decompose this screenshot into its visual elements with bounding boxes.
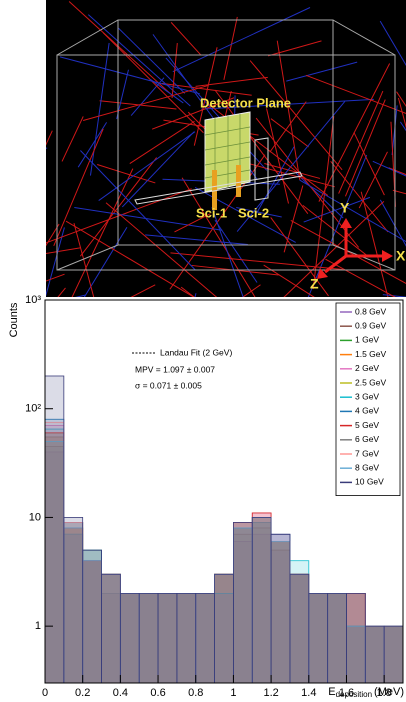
annotation: σ = 0.071 ± 0.005 — [135, 380, 202, 390]
legend-label: 1 GeV — [355, 335, 379, 345]
bar — [233, 522, 252, 683]
legend-label: 6 GeV — [355, 434, 379, 444]
bar — [45, 376, 64, 683]
x-tick-label: 0.6 — [150, 687, 165, 699]
legend-label: 0.9 GeV — [355, 320, 387, 330]
bar — [365, 626, 384, 683]
legend-label: 10 GeV — [355, 477, 384, 487]
bar — [102, 574, 121, 683]
legend-label: 5 GeV — [355, 420, 379, 430]
track — [0, 148, 47, 183]
x-tick-label: 0.8 — [188, 687, 203, 699]
legend-label: 0.8 GeV — [355, 306, 387, 316]
bar — [346, 593, 365, 683]
bar — [139, 593, 158, 683]
legend-label: 4 GeV — [355, 406, 379, 416]
bar — [196, 593, 215, 683]
x-label-main: E — [328, 686, 335, 698]
bar — [384, 626, 403, 683]
bar — [158, 593, 177, 683]
y-tick-label: 10² — [25, 403, 41, 415]
detector-label: Detector Plane — [200, 95, 291, 110]
x-tick-label: 1.2 — [263, 687, 278, 699]
x-label-unit: (MeV) — [374, 686, 404, 698]
bar — [252, 517, 271, 683]
x-tick-label: 0 — [42, 687, 48, 699]
bar — [177, 593, 196, 683]
track — [9, 131, 52, 225]
bar — [271, 534, 290, 683]
bar — [120, 593, 139, 683]
bar — [64, 517, 83, 683]
axis-x-label: X — [396, 248, 406, 264]
legend-label: 7 GeV — [355, 448, 379, 458]
bar — [309, 593, 328, 683]
y-tick-label: 10 — [29, 511, 41, 523]
track — [20, 227, 64, 389]
legend-label: 1.5 GeV — [355, 349, 387, 359]
y-axis-label: Counts — [8, 302, 20, 337]
y-tick-label: 1 — [35, 620, 41, 632]
x-tick-label: 1.4 — [301, 687, 316, 699]
page: Detector Plane Sci-1 Sci-2 Y X Z 11010²1… — [0, 0, 406, 702]
legend-label: 2 GeV — [355, 363, 379, 373]
x-tick-label: 0.2 — [75, 687, 90, 699]
bar — [215, 574, 234, 683]
x-tick-label: 0.4 — [113, 687, 128, 699]
legend-label: 8 GeV — [355, 462, 379, 472]
y-tick-label: 10³ — [25, 294, 41, 306]
bar — [290, 574, 309, 683]
bar — [83, 550, 102, 683]
x-tick-label: 1 — [230, 687, 236, 699]
figure: Detector Plane Sci-1 Sci-2 Y X Z 11010²1… — [0, 0, 406, 702]
x-label-sub: deposition — [336, 690, 372, 699]
axis-y-label: Y — [340, 200, 350, 216]
bar — [328, 593, 347, 683]
axis-z-label: Z — [310, 276, 319, 292]
annotation: MPV = 1.097 ± 0.007 — [135, 364, 215, 374]
sci1-label: Sci-1 — [196, 205, 227, 220]
fit-legend: Landau Fit (2 GeV) — [160, 347, 232, 357]
sci2-label: Sci-2 — [238, 205, 269, 220]
legend-label: 3 GeV — [355, 391, 379, 401]
legend-label: 2.5 GeV — [355, 377, 387, 387]
